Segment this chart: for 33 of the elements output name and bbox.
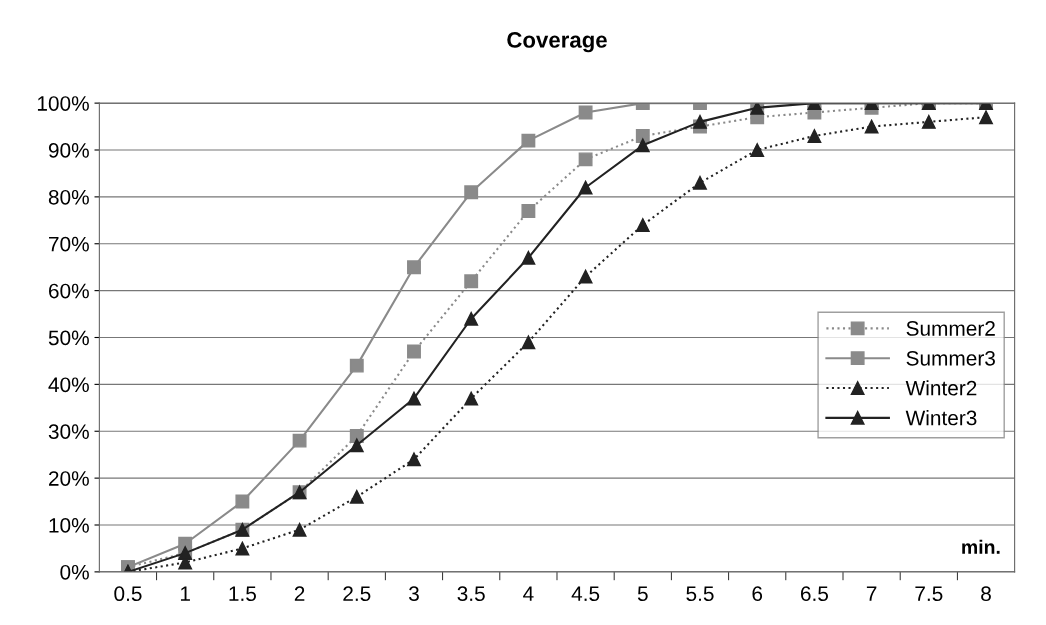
x-tick-label: 7 (866, 586, 877, 601)
chart-title: Coverage (507, 32, 607, 53)
x-tick-label: 7.5 (915, 586, 943, 602)
legend-label: Summer2 (906, 321, 995, 336)
x-tick-label: 2 (294, 586, 305, 601)
x-tick-label: 3 (408, 586, 419, 602)
y-tick-label: 20% (49, 471, 89, 486)
legend-label: Winter2 (905, 380, 977, 396)
x-tick-label: 5.5 (686, 586, 714, 602)
y-tick-label: 50% (48, 330, 89, 346)
x-tick-label: 6 (752, 586, 763, 602)
y-tick-label: 60% (49, 283, 89, 299)
x-tick-label: 5 (637, 586, 648, 602)
y-tick-label: 30% (48, 424, 89, 439)
x-tick-label: 3.5 (457, 586, 485, 602)
y-tick-label: 70% (49, 236, 89, 252)
y-tick-label: 0% (60, 564, 89, 580)
x-tick-label: 1.5 (229, 586, 256, 602)
legend-label: Summer3 (906, 350, 995, 366)
y-tick-label: 100% (37, 96, 89, 111)
legend-label: Winter3 (905, 410, 977, 426)
x-axis-title: min. (962, 539, 1000, 554)
y-tick-label: 80% (48, 189, 89, 205)
x-tick-label: 2.5 (343, 586, 371, 602)
y-tick-label: 10% (49, 518, 89, 533)
x-tick-label: 8 (981, 586, 991, 602)
x-tick-label: 0.5 (114, 586, 142, 602)
x-tick-label: 4.5 (571, 586, 600, 602)
y-tick-label: 40% (48, 377, 89, 393)
x-tick-label: 6.5 (800, 586, 829, 602)
x-tick-label: 1 (180, 586, 190, 601)
y-tick-label: 90% (48, 143, 89, 158)
x-tick-label: 4 (523, 586, 534, 601)
